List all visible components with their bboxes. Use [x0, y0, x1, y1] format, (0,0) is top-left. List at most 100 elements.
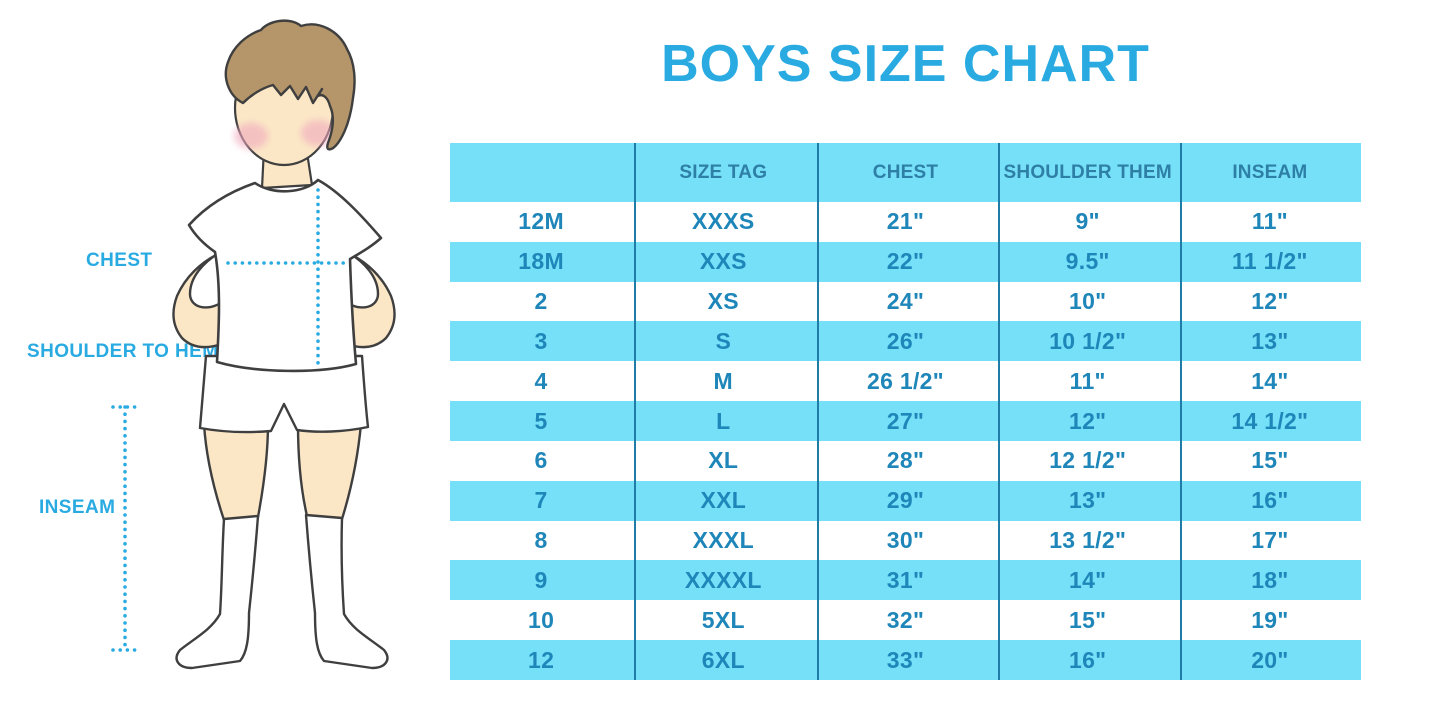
table-cell: S — [715, 327, 732, 354]
table-cell: 6 — [534, 447, 548, 474]
table-cell: XS — [707, 288, 739, 315]
table-cell: 12" — [1069, 407, 1107, 434]
table-cell: 11" — [1251, 208, 1288, 235]
table-cell: 19" — [1251, 606, 1289, 633]
left-leg — [202, 422, 270, 522]
table-cell: 24" — [886, 288, 925, 315]
table-cell: 16" — [1069, 646, 1107, 673]
table-cell: 14" — [1069, 566, 1107, 593]
column-separator — [817, 143, 819, 680]
table-cell: 26 1/2" — [867, 367, 944, 394]
table-cell: XL — [708, 447, 739, 474]
table-cell: L — [716, 407, 731, 434]
left-sock — [175, 514, 260, 670]
table-cell: 11 1/2" — [1232, 248, 1308, 275]
table-cell: 21" — [886, 208, 925, 235]
shorts — [198, 354, 370, 434]
table-cell: 12" — [1251, 288, 1289, 315]
table-cell: 10" — [1069, 288, 1107, 315]
header-cell: SHOULDER THEM — [1003, 161, 1172, 183]
table-cell: 9" — [1075, 208, 1100, 235]
table-cell: 22" — [886, 248, 925, 275]
header-cell: SIZE TAG — [679, 161, 768, 183]
table-cell: 6XL — [701, 646, 745, 673]
right-cheek — [301, 120, 335, 146]
table-cell: 31" — [886, 566, 925, 593]
table-cell: 12 — [528, 646, 555, 673]
table-cell: 8 — [534, 527, 548, 554]
table-row: 6 XL 28" 12 1/2" 15" — [450, 441, 1361, 481]
table-cell: XXXXL — [684, 566, 762, 593]
table-row: 5 L 27" 12" 14 1/2" — [450, 401, 1361, 441]
table-cell: 27" — [886, 407, 925, 434]
page-title: BOYS SIZE CHART — [661, 35, 1150, 93]
table-row: 10 5XL 32" 15" 19" — [450, 600, 1361, 640]
shoulder-to-hem-label: SHOULDER TO HEM — [27, 341, 219, 362]
table-cell: XXXL — [692, 527, 754, 554]
table-cell: 16" — [1251, 487, 1289, 514]
table-cell: 12 1/2" — [1049, 447, 1127, 474]
table-row: 4 M 26 1/2" 11" 14" — [450, 361, 1361, 401]
table-row: 9 XXXXL 31" 14" 18" — [450, 560, 1361, 601]
table-cell: 14 1/2" — [1231, 407, 1309, 434]
table-row: 12M XXXS 21" 9" 11" — [450, 202, 1361, 242]
table-cell: 10 — [528, 606, 555, 633]
table-cell: 32" — [886, 606, 925, 633]
table-cell: 18" — [1251, 566, 1289, 593]
socks — [175, 513, 389, 670]
table-cell: 26" — [886, 327, 925, 354]
table-cell: 5 — [534, 407, 548, 434]
table-cell: 20" — [1251, 646, 1289, 673]
table-cell: 15" — [1251, 447, 1289, 474]
right-leg — [296, 422, 363, 521]
table-cell: 12M — [518, 208, 564, 235]
table-cell: 9.5" — [1065, 248, 1110, 275]
header-cell: CHEST — [872, 161, 939, 183]
inseam-label: INSEAM — [39, 497, 116, 518]
table-cell: 13" — [1069, 487, 1107, 514]
measurement-lines — [111, 188, 347, 652]
left-cheek — [234, 123, 268, 149]
table-cell: 13" — [1251, 327, 1289, 354]
table-cell: 11" — [1069, 367, 1106, 394]
header-cell: INSEAM — [1232, 161, 1308, 183]
chest-label: CHEST — [86, 250, 153, 271]
table-row: 2 XS 24" 10" 12" — [450, 282, 1361, 322]
right-sock — [304, 513, 389, 670]
table-cell: 28" — [886, 447, 925, 474]
table-row: 8 XXXL 30" 13 1/2" 17" — [450, 521, 1361, 561]
header-cell — [450, 143, 632, 202]
column-separator — [634, 143, 636, 680]
table-row: SIZE TAG CHEST SHOULDER THEM INSEAM — [450, 143, 1361, 202]
table-row: 7 XXL 29" 13" 16" — [450, 480, 1361, 521]
table-cell: 18M — [518, 248, 564, 275]
table-cell: 10 1/2" — [1049, 327, 1127, 354]
hair — [224, 19, 356, 151]
table-cell: 14" — [1251, 367, 1289, 394]
table-cell: XXXS — [692, 208, 755, 235]
size-table: SIZE TAG CHEST SHOULDER THEM INSEAM 12M XXXS 2… — [450, 143, 1361, 680]
table-cell: XXS — [699, 248, 747, 275]
table-cell: 17" — [1251, 527, 1289, 554]
table-row: 3 S 26" 10 1/2" 13" — [450, 321, 1361, 362]
table-cell: 3 — [534, 327, 548, 354]
table-row: 18M XXS 22" 9.5" 11 1/2" — [450, 241, 1361, 282]
t-shirt — [187, 178, 383, 373]
table-cell: 29" — [886, 487, 925, 514]
table-cell: M — [713, 367, 734, 394]
right-arm — [340, 248, 396, 354]
column-separator — [998, 143, 1000, 680]
table-cell: XXL — [700, 487, 747, 514]
table-row: 12 6XL 33" 16" 20" — [450, 640, 1361, 680]
table-cell: 7 — [534, 487, 548, 514]
table-cell: 4 — [534, 367, 548, 394]
boy-figure-illustration — [111, 19, 396, 670]
left-arm — [172, 248, 228, 354]
table-cell: 30" — [886, 527, 925, 554]
table-cell: 5XL — [701, 606, 745, 633]
legs — [202, 422, 363, 522]
arms — [172, 248, 396, 354]
table-cell: 15" — [1069, 606, 1107, 633]
column-separator — [1180, 143, 1182, 680]
